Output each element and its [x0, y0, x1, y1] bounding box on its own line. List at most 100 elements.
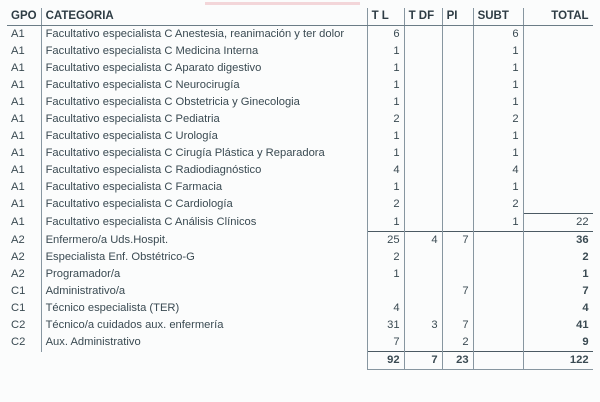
table-row: A1 Facultativo especialista C Medicina In… [7, 43, 593, 60]
cell-pi: 7 [441, 283, 474, 300]
cell-pi [441, 249, 474, 266]
cell-categoria: Técnico/a cuidados aux. enfermería [40, 317, 368, 334]
cell-total [522, 94, 593, 111]
table-row: C2 Aux. Administrativo 7 2 9 [7, 334, 593, 352]
cell-categoria: Facultativo especialista C Análisis Clín… [40, 213, 368, 232]
totals-row: 92 7 23 122 [7, 351, 593, 370]
cell-subt: 4 [472, 162, 524, 179]
cell-total: 22 [522, 213, 593, 232]
cell-tl: 1 [366, 60, 405, 77]
cell-total: 2 [522, 249, 593, 266]
cell-gpo: A2 [11, 268, 25, 280]
cell-categoria: Facultativo especialista C Anestesia, re… [40, 25, 368, 43]
total-total: 122 [522, 351, 593, 370]
cell-tl: 4 [366, 162, 405, 179]
total-pi: 23 [441, 351, 474, 370]
cell-pi: 7 [441, 231, 474, 249]
cell-gpo: A1 [11, 79, 25, 91]
cell-categoria: Facultativo especialista C Radiodiagnóst… [40, 162, 368, 179]
cell-total: 4 [522, 300, 593, 317]
cell-tdf [403, 300, 443, 317]
cell-gpo: A1 [11, 62, 25, 74]
cell-tl: 2 [366, 249, 405, 266]
cell-tl: 1 [366, 213, 405, 232]
cell-total [522, 162, 593, 179]
cell-gpo: C1 [11, 285, 26, 297]
cell-categoria: Aux. Administrativo [40, 334, 368, 352]
cell-pi: 2 [441, 334, 474, 352]
header-tdf: T DF [403, 8, 443, 26]
cell-subt: 6 [472, 25, 524, 43]
table-row: C2 Técnico/a cuidados aux. enfermería 31 3 7… [7, 317, 593, 334]
cell-pi [441, 145, 474, 162]
cell-pi [441, 179, 474, 196]
cell-pi [441, 266, 474, 283]
cell-categoria: Facultativo especialista C Cardiología [40, 196, 368, 214]
cell-total [522, 145, 593, 162]
cell-gpo: A1 [11, 198, 25, 211]
cell-categoria: Facultativo especialista C Aparato diges… [40, 60, 368, 77]
cell-tdf [403, 249, 443, 266]
cell-gpo: C1 [11, 302, 26, 314]
cell-gpo: A1 [11, 45, 25, 57]
cell-pi [441, 43, 474, 60]
cell-tdf [403, 334, 443, 352]
cell-total: 36 [522, 231, 593, 249]
cell-pi [441, 94, 474, 111]
cell-gpo: A1 [11, 113, 25, 125]
cell-subt [472, 317, 524, 334]
table-row: A1 Facultativo especialista C Pediatria 2 2 [7, 111, 593, 128]
cell-tl: 6 [366, 25, 405, 43]
cell-total [522, 25, 593, 43]
cell-total: 41 [522, 317, 593, 334]
cell-total [522, 128, 593, 145]
cell-gpo: A1 [11, 164, 25, 176]
cell-subt: 1 [472, 77, 524, 94]
cell-categoria: Facultativo especialista C Urología [40, 128, 368, 145]
cell-gpo: C2 [11, 336, 26, 349]
cell-total [522, 111, 593, 128]
cell-tl: 1 [366, 179, 405, 196]
header-categoria: CATEGORIA [40, 8, 368, 26]
cell-total: 7 [522, 283, 593, 300]
cell-tl: 31 [366, 317, 405, 334]
cell-total: 9 [522, 334, 593, 352]
cell-total [522, 43, 593, 60]
cell-subt [472, 334, 524, 352]
cell-subt: 1 [472, 145, 524, 162]
cell-tdf [403, 60, 443, 77]
cell-pi [441, 196, 474, 214]
cell-subt: 2 [472, 196, 524, 214]
table-row: A1 Facultativo especialista C Obstetricia… [7, 94, 593, 111]
cell-subt: 1 [472, 60, 524, 77]
cell-tdf [403, 94, 443, 111]
table-row: A1 Facultativo especialista C Neurocirugí… [7, 77, 593, 94]
cell-tdf [403, 111, 443, 128]
table-row: A2 Enfermero/a Uds.Hospit. 25 4 7 36 [7, 231, 593, 249]
cell-pi [441, 300, 474, 317]
cell-tdf [403, 283, 443, 300]
red-scan-mark [205, 2, 360, 5]
header-subt: SUBT [472, 8, 524, 26]
cell-gpo: A1 [11, 96, 25, 108]
cell-tdf: 4 [403, 231, 443, 249]
cell-tdf [403, 43, 443, 60]
cell-total: 1 [522, 266, 593, 283]
cell-pi [441, 111, 474, 128]
cell-subt: 1 [472, 179, 524, 196]
cell-pi [441, 60, 474, 77]
header-row: GPO CATEGORIA T L T DF PI SUBT TOTAL [7, 8, 593, 26]
cell-gpo: A2 [11, 251, 25, 263]
cell-tdf [403, 77, 443, 94]
cell-tdf [403, 162, 443, 179]
table-row: A1 Facultativo especialista C Cardiología… [7, 196, 593, 214]
cell-tdf [403, 145, 443, 162]
cell-categoria: Facultativo especialista C Obstetricia y… [40, 94, 368, 111]
cell-tl: 1 [366, 94, 405, 111]
cell-subt [472, 266, 524, 283]
cell-tl: 2 [366, 196, 405, 214]
cell-subt: 2 [472, 111, 524, 128]
cell-categoria: Facultativo especialista C Medicina Inte… [40, 43, 368, 60]
total-tdf: 7 [403, 351, 443, 370]
cell-categoria: Técnico especialista (TER) [40, 300, 368, 317]
